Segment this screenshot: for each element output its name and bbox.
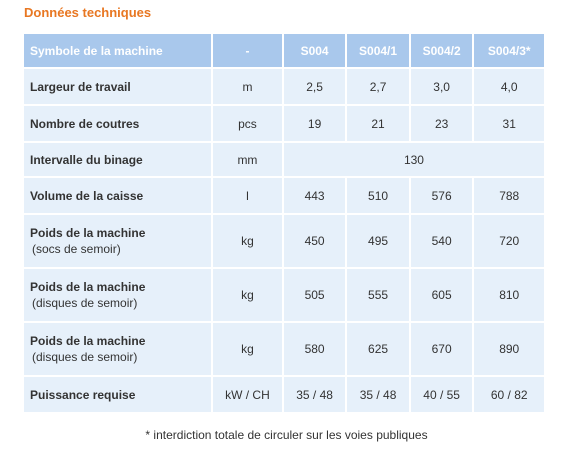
header-cell: S004/2 [410, 34, 473, 67]
table-row: Poids de la machine (disques de semoir) … [24, 269, 544, 321]
value-cell: 35 / 48 [347, 377, 409, 412]
unit-cell: kW / CH [212, 377, 282, 412]
section-title: Données techniques [24, 5, 152, 20]
row-label-main: Poids de la machine [30, 226, 146, 240]
row-label: Nombre de coutres [24, 106, 211, 141]
value-cell-spanning: 130 [283, 143, 544, 176]
unit-cell: m [212, 69, 282, 104]
table-header-row: Symbole de la machine - S004 S004/1 S004… [24, 34, 544, 67]
value-cell: 890 [474, 323, 544, 375]
value-cell: 495 [347, 215, 409, 267]
table-row: Largeur de travail m 2,5 2,7 3,0 4,0 [24, 69, 544, 104]
value-cell: 21 [347, 106, 409, 141]
table-row: Puissance requise kW / CH 35 / 48 35 / 4… [24, 377, 544, 412]
table-row: Intervalle du binage mm 130 [24, 143, 544, 176]
value-cell: 720 [474, 215, 544, 267]
value-cell: 576 [410, 178, 473, 213]
value-cell: 31 [474, 106, 544, 141]
value-cell: 625 [347, 323, 409, 375]
table-row: Volume de la caisse l 443 510 576 788 [24, 178, 544, 213]
row-label: Poids de la machine (disques de semoir) [24, 269, 211, 321]
value-cell: 40 / 55 [410, 377, 473, 412]
footnote: * interdiction totale de circuler sur le… [145, 428, 428, 442]
row-label-sub: (disques de semoir) [32, 296, 138, 310]
value-cell: 670 [410, 323, 473, 375]
header-cell: S004/1 [347, 34, 409, 67]
unit-cell: pcs [212, 106, 282, 141]
table-row: Poids de la machine (disques de semoir) … [24, 323, 544, 375]
value-cell: 443 [283, 178, 346, 213]
row-label: Puissance requise [24, 377, 211, 412]
row-label-main: Poids de la machine [30, 280, 146, 294]
row-label-sub: (socs de semoir) [32, 242, 121, 256]
table-row: Poids de la machine (socs de semoir) kg … [24, 215, 544, 267]
unit-cell: kg [212, 269, 282, 321]
unit-cell: kg [212, 323, 282, 375]
value-cell: 810 [474, 269, 544, 321]
header-cell: Symbole de la machine [24, 34, 211, 67]
row-label: Poids de la machine (disques de semoir) [24, 323, 211, 375]
unit-cell: kg [212, 215, 282, 267]
value-cell: 788 [474, 178, 544, 213]
value-cell: 4,0 [474, 69, 544, 104]
row-label-main: Poids de la machine [30, 334, 146, 348]
header-cell: - [212, 34, 282, 67]
value-cell: 540 [410, 215, 473, 267]
value-cell: 505 [283, 269, 346, 321]
value-cell: 510 [347, 178, 409, 213]
tech-spec-table: Symbole de la machine - S004 S004/1 S004… [22, 32, 546, 414]
row-label-sub: (disques de semoir) [32, 350, 138, 364]
value-cell: 2,7 [347, 69, 409, 104]
value-cell: 555 [347, 269, 409, 321]
header-cell: S004 [283, 34, 346, 67]
value-cell: 23 [410, 106, 473, 141]
value-cell: 35 / 48 [283, 377, 346, 412]
row-label: Intervalle du binage [24, 143, 211, 176]
row-label: Largeur de travail [24, 69, 211, 104]
row-label: Volume de la caisse [24, 178, 211, 213]
unit-cell: l [212, 178, 282, 213]
value-cell: 60 / 82 [474, 377, 544, 412]
value-cell: 450 [283, 215, 346, 267]
value-cell: 2,5 [283, 69, 346, 104]
value-cell: 19 [283, 106, 346, 141]
header-cell: S004/3* [474, 34, 544, 67]
value-cell: 605 [410, 269, 473, 321]
unit-cell: mm [212, 143, 282, 176]
table-row: Nombre de coutres pcs 19 21 23 31 [24, 106, 544, 141]
row-label: Poids de la machine (socs de semoir) [24, 215, 211, 267]
value-cell: 580 [283, 323, 346, 375]
value-cell: 3,0 [410, 69, 473, 104]
